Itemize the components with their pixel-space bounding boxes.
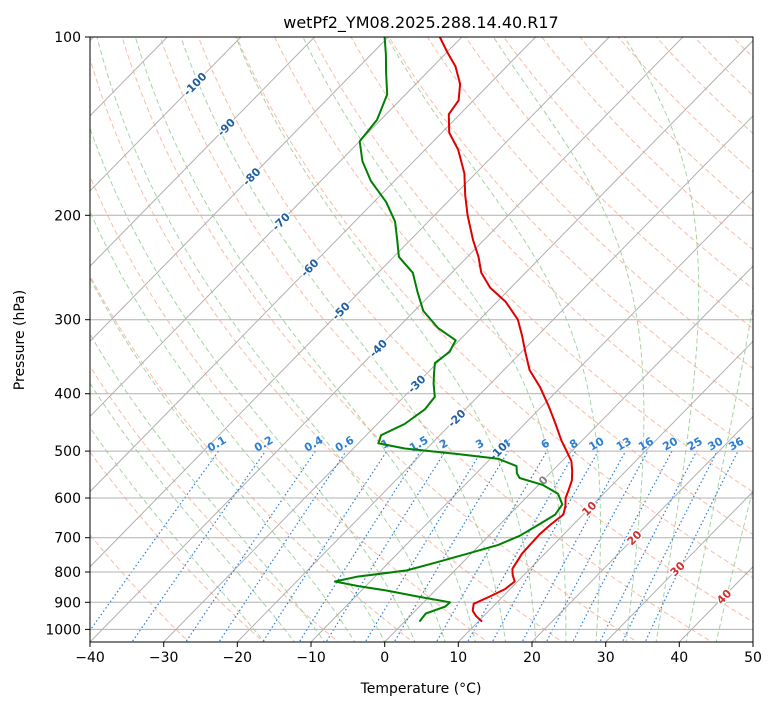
isotherm-line <box>531 415 753 642</box>
dry-adiabat-line <box>159 37 713 642</box>
isotherm-line <box>90 37 389 343</box>
plot-background <box>90 37 753 642</box>
plot-frame <box>89 36 754 643</box>
mixing-ratio-lines <box>90 450 739 642</box>
mixing-ratio-line <box>298 450 422 642</box>
isotherm-line <box>310 190 753 642</box>
mixing-ratio-line <box>599 450 698 642</box>
x-axis: −40 −30 −20 −10 0 10 20 30 40 50 <box>75 642 762 666</box>
mixing-ratio-line <box>572 450 673 642</box>
isotherm-line <box>90 37 463 418</box>
dry-adiabat-line <box>274 37 753 536</box>
y-tick-label: 700 <box>54 531 81 547</box>
y-tick-label: 500 <box>54 444 81 460</box>
x-tick-label: 10 <box>449 650 467 666</box>
dry-adiabat-line <box>312 37 753 493</box>
mixing-ratio-line <box>545 450 649 642</box>
y-tick-label: 1000 <box>45 622 81 638</box>
x-tick-label: −40 <box>75 650 105 666</box>
dry-adiabat-line <box>90 451 265 642</box>
isotherm-line <box>383 265 753 642</box>
x-tick-label: −20 <box>223 650 253 666</box>
mixing-ratio-line <box>521 450 627 642</box>
x-tick-label: 20 <box>523 650 541 666</box>
dry-adiabat-line <box>236 37 753 579</box>
y-tick-label: 200 <box>54 208 81 224</box>
mixing-ratio-line <box>90 450 220 632</box>
x-axis-title: Temperature (°C) <box>360 681 482 697</box>
isotherm-line <box>90 37 537 493</box>
mixing-ratio-line <box>262 450 388 642</box>
mixing-ratio-line <box>131 450 266 642</box>
isotherm-line <box>236 115 753 642</box>
moist-adiabat-line <box>90 426 265 642</box>
y-tick-label: 100 <box>54 30 81 46</box>
dry-adiabat-line <box>388 37 753 410</box>
mixing-ratio-line <box>218 450 347 642</box>
x-tick-label: 50 <box>744 650 762 666</box>
x-tick-label: 30 <box>597 650 615 666</box>
isotherms <box>90 37 753 642</box>
y-axis-title: Pressure (hPa) <box>12 290 28 390</box>
isotherm-line <box>90 37 242 192</box>
dry-adiabat-line <box>90 175 489 642</box>
x-tick-label: −30 <box>149 650 179 666</box>
mixing-ratio-line <box>185 450 316 642</box>
isotherm-line <box>90 37 684 642</box>
isotherm-line <box>90 37 316 267</box>
sounding-profiles <box>333 37 574 623</box>
y-tick-label: 800 <box>54 565 81 581</box>
y-axis: 100 200 300 400 500 600 700 800 900 1000 <box>45 30 90 638</box>
chart-title: wetPf2_YM08.2025.288.14.40.R17 <box>283 13 558 33</box>
isotherm-line <box>457 340 753 642</box>
dry-adiabat-line <box>426 37 753 370</box>
temperature-profile-line <box>438 37 574 623</box>
isotherm-line <box>162 39 753 642</box>
dewpoint-profile-line <box>333 37 564 623</box>
mixing-ratio-line <box>325 450 446 642</box>
x-tick-label: −10 <box>296 650 326 666</box>
isotherm-line <box>604 490 753 642</box>
moist-adiabat-line <box>90 126 416 642</box>
x-tick-label: 0 <box>380 650 389 666</box>
y-tick-label: 600 <box>54 491 81 507</box>
y-tick-label: 300 <box>54 313 81 329</box>
mixing-ratio-line <box>435 450 548 642</box>
isotherm-line <box>90 37 610 568</box>
y-tick-label: 900 <box>54 595 81 611</box>
moist-adiabat-line <box>90 382 296 642</box>
x-tick-label: 40 <box>670 650 688 666</box>
y-tick-label: 400 <box>54 387 81 403</box>
